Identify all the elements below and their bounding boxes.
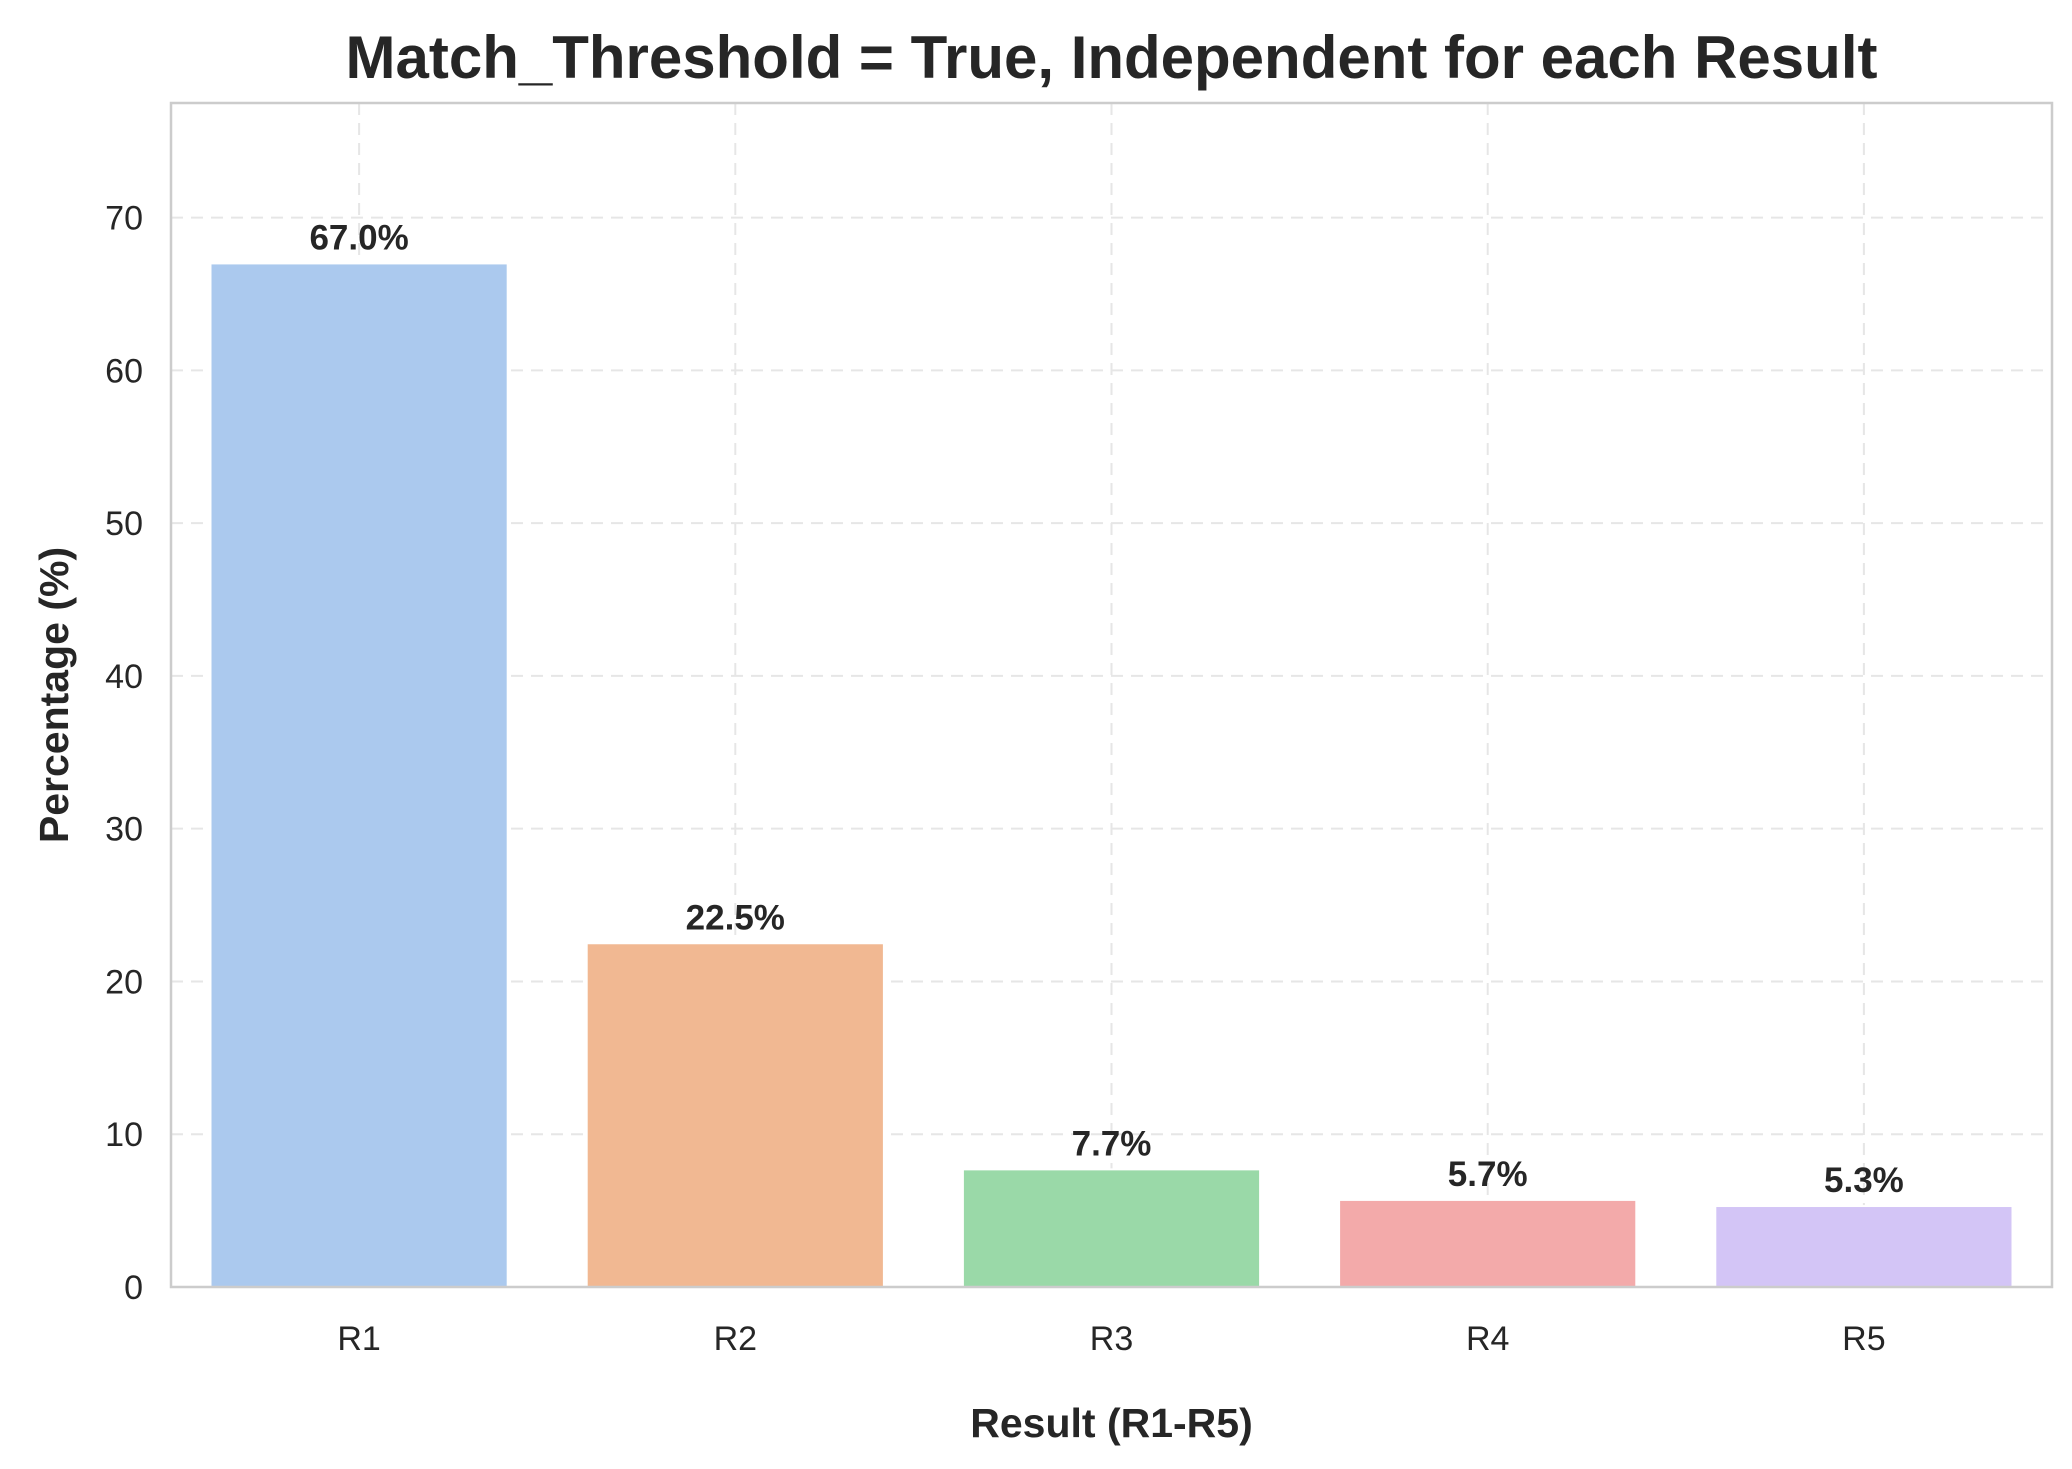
- x-tick-label: R3: [1090, 1320, 1133, 1358]
- bar-r1: [209, 262, 509, 1288]
- data-label-r5: 5.3%: [1824, 1161, 1904, 1200]
- y-tick-label: 0: [124, 1269, 143, 1307]
- data-labels: 67.0% 22.5% 7.7% 5.7% 5.3%: [309, 218, 1903, 1200]
- y-tick-labels: 0 10 20 30 40 50 60 70: [105, 200, 143, 1307]
- data-label-r2: 22.5%: [686, 898, 785, 937]
- bar-r3: [961, 1168, 1262, 1289]
- bars: [209, 262, 2014, 1289]
- y-tick-label: 10: [105, 1116, 143, 1154]
- x-tick-labels: R1 R2 R3 R4 R5: [337, 1320, 1885, 1358]
- y-tick-label: 60: [105, 352, 143, 390]
- y-tick-label: 70: [105, 200, 143, 238]
- bar-r4: [1338, 1198, 1638, 1288]
- plot-frame: [169, 101, 2054, 1289]
- y-tick-label: 50: [105, 505, 143, 543]
- x-tick-label: R5: [1842, 1320, 1885, 1358]
- y-tick-label: 30: [105, 811, 143, 849]
- data-label-r1: 67.0%: [309, 218, 408, 257]
- x-tick-label: R2: [714, 1320, 757, 1358]
- x-tick-label: R4: [1466, 1320, 1509, 1358]
- x-axis-label: Result (R1-R5): [970, 1400, 1252, 1446]
- bar-r2: [585, 942, 885, 1288]
- data-label-r3: 7.7%: [1072, 1124, 1152, 1163]
- x-tick-label: R1: [337, 1320, 380, 1358]
- bar-r5: [1714, 1205, 2014, 1288]
- chart-title: Match_Threshold = True, Independent for …: [346, 24, 1878, 91]
- y-tick-label: 40: [105, 658, 143, 696]
- y-axis-label: Percentage (%): [31, 547, 77, 843]
- data-label-r4: 5.7%: [1448, 1155, 1528, 1194]
- y-tick-label: 20: [105, 963, 143, 1001]
